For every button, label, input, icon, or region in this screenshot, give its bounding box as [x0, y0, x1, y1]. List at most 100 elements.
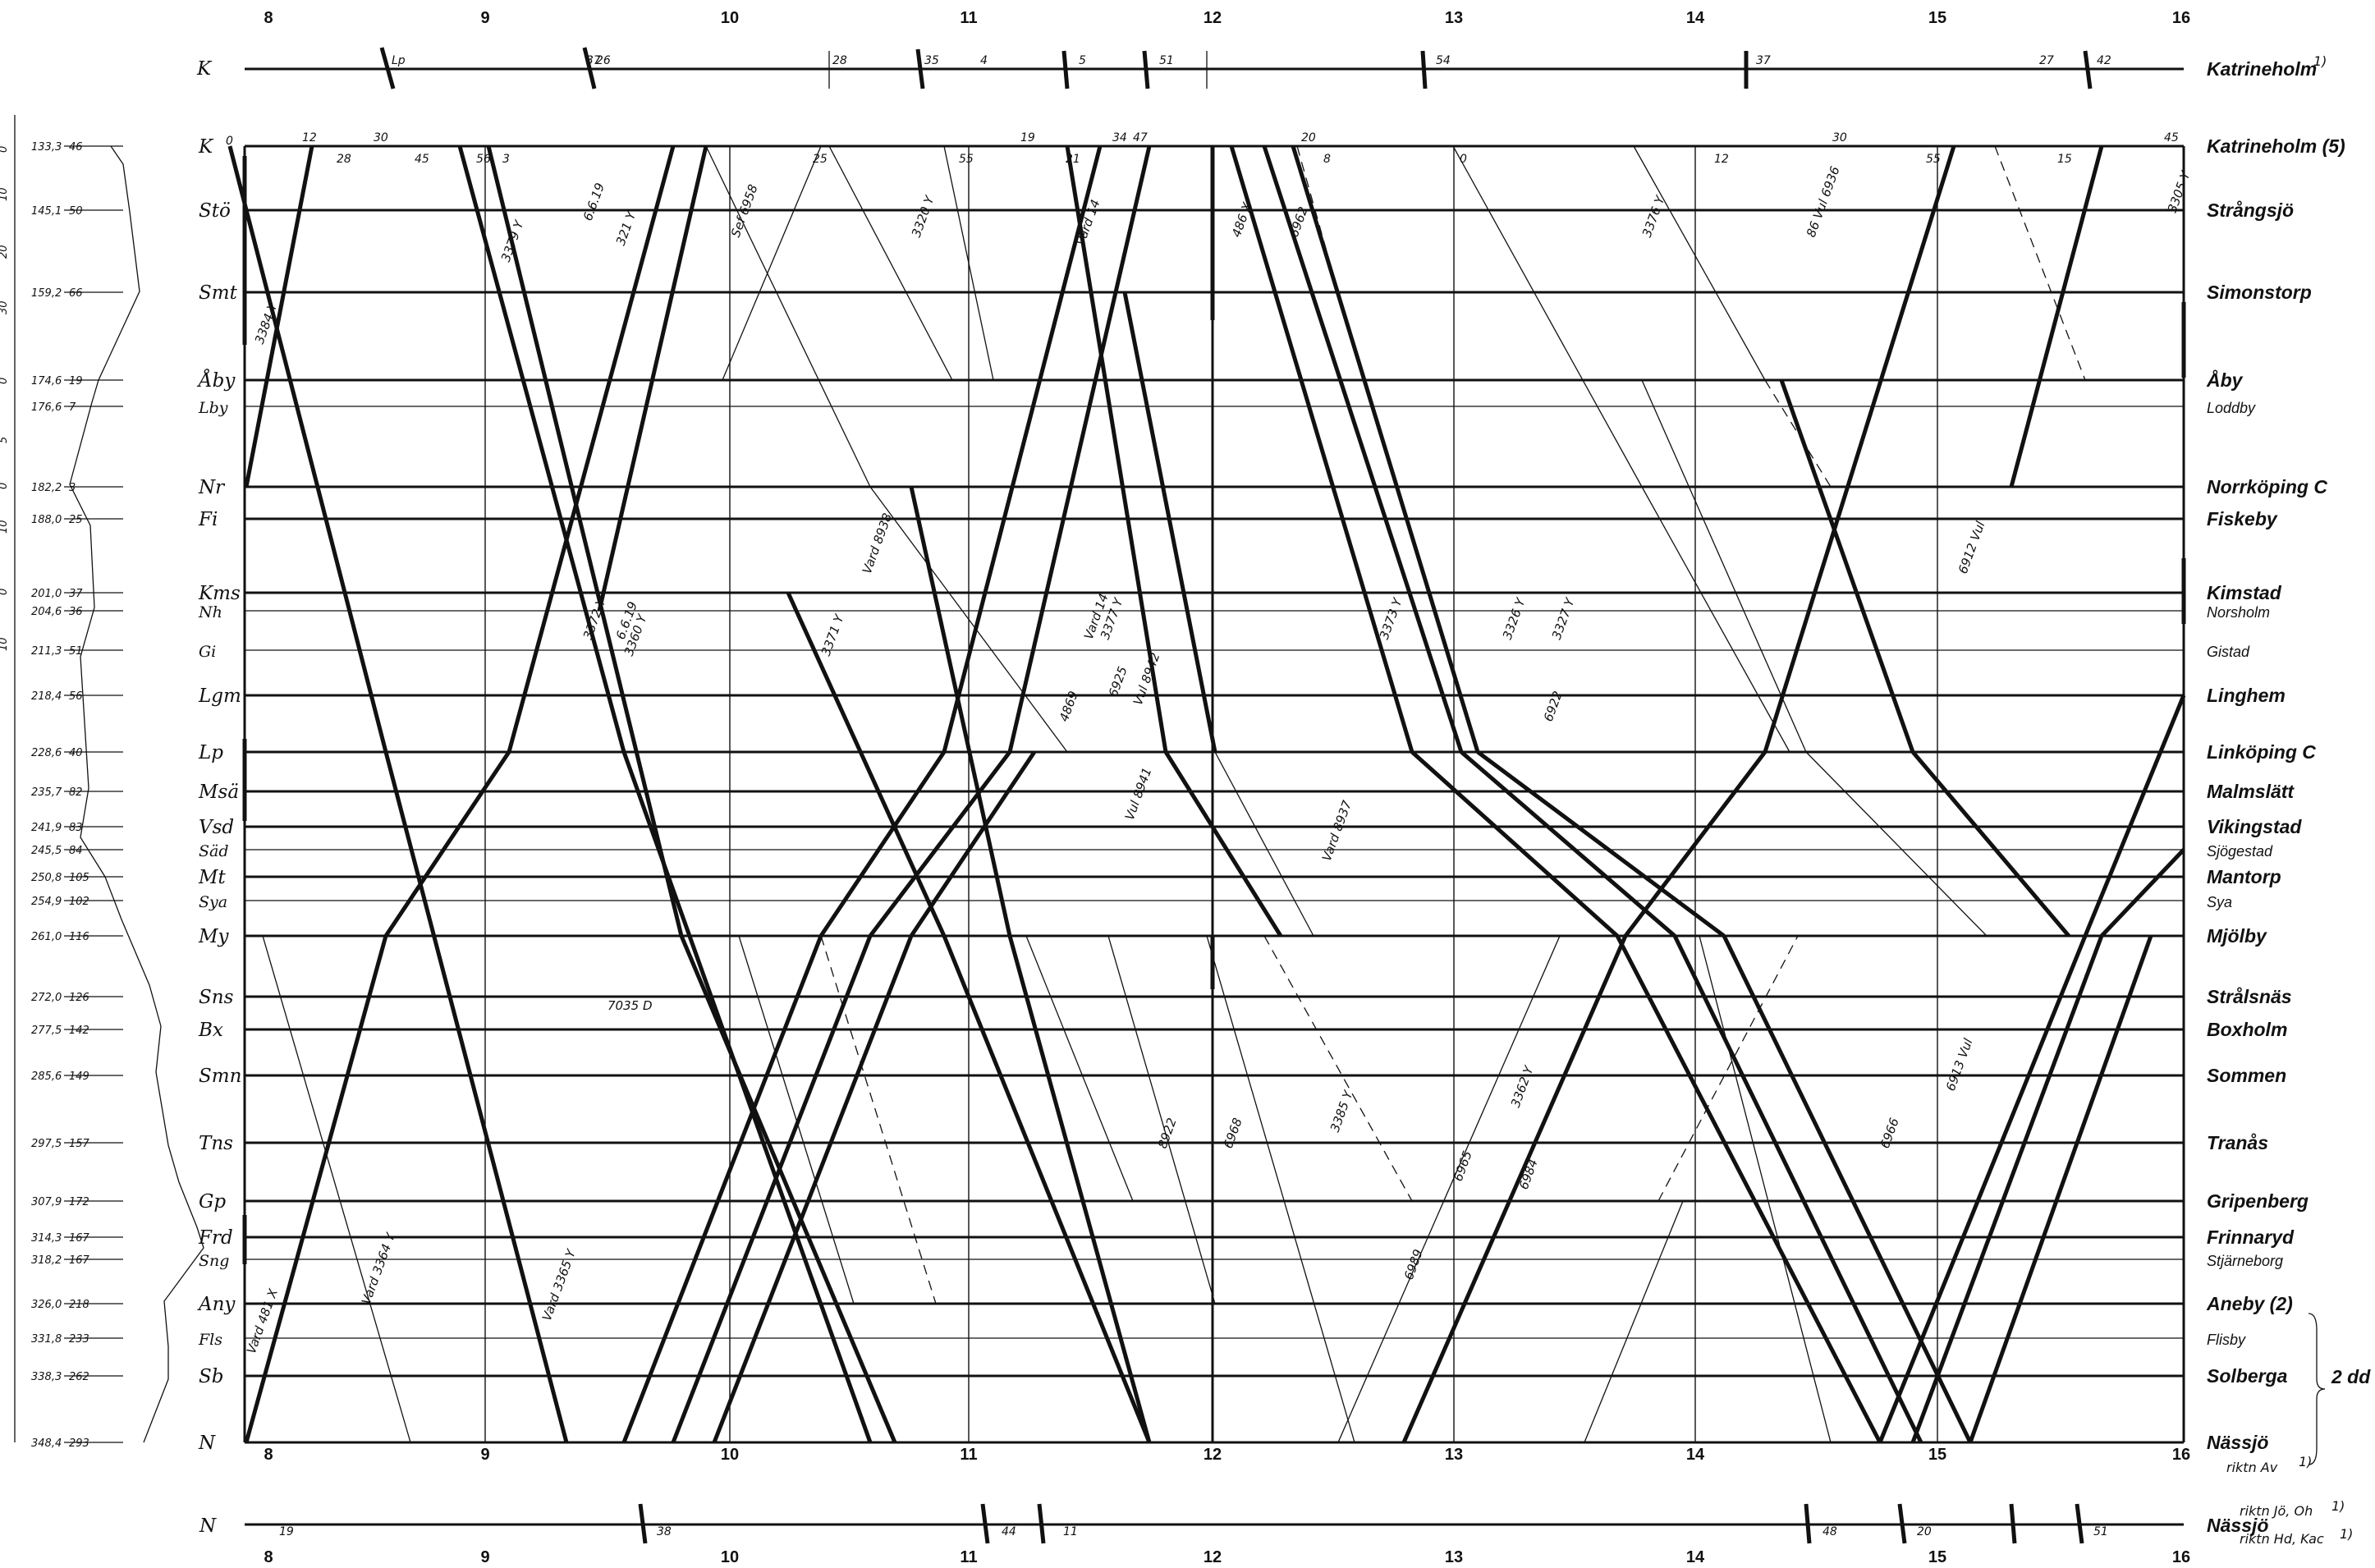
station-abbr: Nr [198, 477, 226, 498]
train-path [507, 145, 676, 753]
hour-label: 13 [1445, 9, 1463, 27]
hour-label: 8 [264, 1446, 273, 1464]
train-path [1911, 750, 2070, 938]
station-km: 241,9 [31, 822, 62, 834]
bottom-feeder-line: N Nässjö riktn Av 1) riktn Jö, Oh 1) rik… [199, 1454, 2353, 1547]
station-row: Lp Linköping C 228,6 40 [31, 741, 2316, 763]
minute-labels: 0 12 28 30 45 56 3 25 55 19 21 34 47 20 … [226, 131, 2179, 166]
station-abbr: Smt [199, 282, 238, 304]
station-name: Simonstorp [2207, 282, 2312, 303]
direction-footnote: 1) [2299, 1454, 2312, 1469]
station-height: 19 [69, 375, 83, 387]
train-number: 6.6.19 [580, 181, 608, 222]
station-height: 56 [69, 690, 83, 703]
station-km: 272,0 [31, 992, 62, 1004]
direction-label: riktn Jö, Oh [2240, 1503, 2313, 1519]
hour-label: 12 [1204, 1548, 1222, 1566]
profile-scale: 10 [0, 637, 10, 651]
train-path [1122, 291, 1217, 753]
minute-label: 8 [1323, 153, 1331, 166]
station-km: 245,5 [31, 845, 62, 857]
hour-label: 11 [960, 1446, 977, 1464]
hour-label: 9 [480, 1446, 489, 1464]
minute-label: 12 [302, 131, 317, 144]
train-path [786, 591, 947, 938]
bottom-line-abbr: N [199, 1515, 217, 1537]
train-path [1452, 145, 1643, 488]
minute-label: 30 [374, 131, 388, 144]
top-line-train-label: 54 [1436, 54, 1451, 67]
train-path [1476, 750, 1726, 938]
train-path [1878, 935, 2088, 1443]
train-path [1296, 145, 1364, 381]
train-number: 321 Y [613, 208, 640, 247]
station-name: Tranås [2207, 1132, 2268, 1153]
train-path [1910, 935, 2104, 1443]
station-name: Frinnaryd [2207, 1226, 2295, 1248]
train-path [486, 145, 684, 937]
station-km: 338,3 [31, 1371, 62, 1383]
train-path [1624, 750, 1767, 938]
train-path [818, 750, 947, 938]
top-line-name: Katrineholm [2207, 58, 2317, 80]
station-km: 204,6 [31, 606, 62, 618]
train-path [1615, 934, 1882, 1444]
train-path [244, 935, 388, 1443]
train-paths [227, 145, 2186, 1444]
train-path [1805, 751, 1988, 937]
station-abbr: Sns [199, 987, 234, 1008]
minute-label: 28 [337, 153, 351, 166]
train-path [1722, 934, 1973, 1444]
train-path [1994, 145, 2086, 381]
station-height: 149 [69, 1071, 89, 1083]
train-number: 3326 Y [1500, 595, 1529, 642]
train-number: 6966 [1878, 1116, 1902, 1150]
station-name: Norsholm [2207, 604, 2270, 621]
bottom-line-train-label: 51 [2093, 1525, 2108, 1538]
bottom-line-train-label: 44 [1002, 1525, 1016, 1538]
station-row: Fls Flisby 331,8 233 [31, 1331, 2246, 1349]
station-km: 188,0 [31, 514, 62, 526]
minute-label: 45 [415, 153, 429, 166]
top-line-ticks [379, 47, 2093, 89]
station-abbr: Msä [198, 782, 239, 803]
train-number: 6984 [1516, 1157, 1541, 1191]
station-height: 167 [69, 1232, 90, 1245]
train-path [2083, 695, 2186, 937]
double-track-note: 2 dd [2308, 1313, 2371, 1465]
station-abbr: Gi [199, 643, 216, 661]
station-row: Sya Sya 254,9 102 [31, 893, 2232, 911]
direction-footnote: 1) [2340, 1526, 2353, 1542]
train-path [597, 145, 708, 612]
station-abbr: Frd [198, 1227, 233, 1249]
hour-label: 14 [1686, 9, 1705, 27]
station-abbr: Fls [198, 1331, 222, 1349]
elevation-profile: 0 10 20 30 0 5 0 10 0 10 [0, 115, 204, 1443]
train-number: 6913 Vul [1943, 1036, 1976, 1093]
station-height: 46 [69, 141, 83, 154]
profile-scale: 20 [0, 245, 10, 259]
station-name: Kimstad [2207, 582, 2282, 603]
station-name: Sommen [2207, 1065, 2286, 1086]
bottom-line-train-label: 38 [657, 1525, 672, 1538]
station-row: Smt Simonstorp 159,2 66 [31, 282, 2312, 304]
train-number: 3320 Y [909, 193, 938, 240]
station-abbr: Lgm [198, 685, 241, 707]
station-row: Fi Fiskeby 188,0 25 [31, 508, 2278, 530]
station-km: 331,8 [31, 1333, 62, 1346]
station-abbr: Lby [198, 399, 228, 417]
top-line-train-label: 26 [596, 54, 611, 67]
minute-label: 15 [2057, 153, 2072, 166]
hour-label: 15 [1928, 9, 1946, 27]
top-line-train-label: 42 [2097, 54, 2111, 67]
station-km: 159,2 [31, 287, 62, 300]
train-path [621, 935, 823, 1443]
train-number: 3371 Y [818, 612, 847, 658]
hour-label: 15 [1928, 1548, 1946, 1566]
train-path [1657, 935, 1799, 1202]
train-number: 3379 Y [498, 218, 527, 264]
station-km: 228,6 [31, 747, 62, 759]
profile-scale: 10 [0, 520, 10, 534]
train-path [909, 486, 1012, 937]
station-km: 261,0 [31, 931, 62, 943]
